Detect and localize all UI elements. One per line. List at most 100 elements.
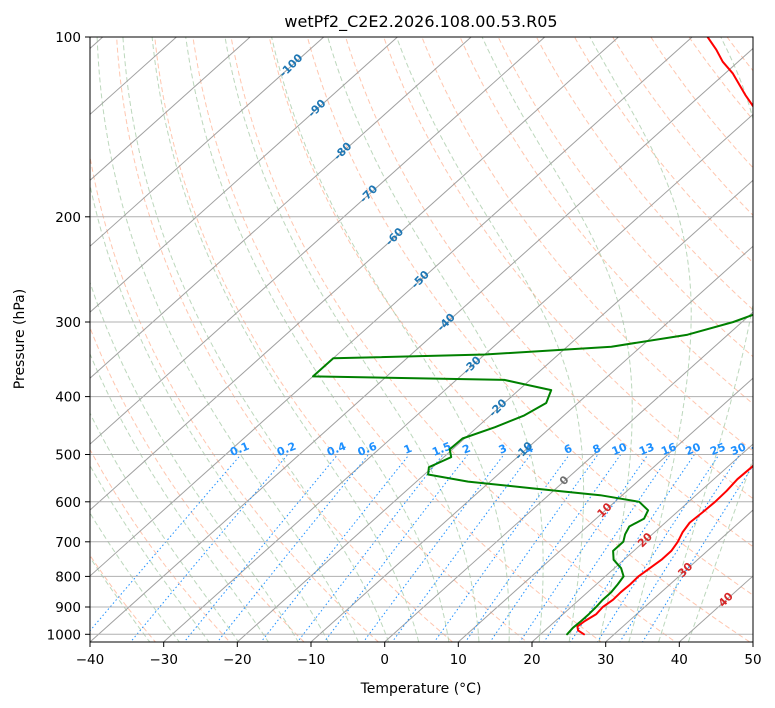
moist-adiabat (151, 37, 420, 642)
mixing-ratio-label: 0.6 (356, 439, 379, 458)
moist-adiabat (90, 464, 210, 642)
dry-adiabat (459, 37, 753, 405)
dry-adiabat (154, 37, 528, 642)
dry-adiabat (90, 326, 305, 642)
moist-adiabat (589, 37, 692, 642)
mixing-ratio-label: 0.4 (325, 439, 348, 458)
mixing-ratio-line (323, 454, 469, 642)
x-axis-title: Temperature (°C) (360, 681, 482, 697)
isotherm-line (90, 37, 399, 313)
dry-adiabat (90, 154, 380, 642)
y-axis-title: Pressure (hPa) (12, 289, 28, 389)
dry-adiabat (573, 37, 753, 264)
mixing-ratio-label: 13 (637, 440, 656, 458)
mixing-ratio-label: 3 (497, 442, 509, 457)
mixing-ratio-line (596, 454, 720, 642)
mixing-ratio-label: 30 (729, 440, 748, 458)
mixing-ratio-label: 36 (749, 440, 768, 458)
mixing-ratio-line (519, 454, 649, 642)
isotherm-line (457, 377, 753, 642)
isotherm-line (90, 37, 251, 182)
mixing-ratio-line (260, 454, 410, 642)
chart-title: wetPf2_C2E2.2026.108.00.53.R05 (284, 12, 557, 32)
y-tick-label: 600 (55, 495, 81, 511)
dry-adiabat (90, 448, 231, 642)
dry-adiabat (230, 37, 677, 642)
mixing-ratio-line (543, 454, 671, 642)
isotherm-line (90, 37, 620, 511)
mixing-ratio-line (129, 454, 289, 642)
mixing-ratio-line (569, 454, 695, 642)
mixing-ratio-label: 25 (708, 440, 727, 458)
x-tick-label: 50 (744, 652, 761, 668)
isotherm-line (678, 575, 753, 642)
mixing-ratio-line (642, 464, 753, 642)
dry-adiabat (535, 37, 753, 311)
isotherm-line (90, 37, 546, 445)
dry-adiabat (421, 37, 753, 452)
x-tick-label: 20 (523, 652, 540, 668)
x-tick-label: 30 (597, 652, 614, 668)
isotherm-line (604, 509, 753, 642)
x-tick-label: −40 (76, 652, 105, 668)
y-tick-label: 200 (55, 210, 81, 226)
isotherm-line (531, 443, 753, 642)
isotherm-line (90, 37, 325, 247)
isotherm-line (383, 311, 753, 642)
x-axis: −40 −30 −20 −10 0 10 20 30 40 50 (76, 642, 762, 668)
dry-adiabat (650, 37, 753, 169)
mixing-ratio-line (433, 454, 570, 642)
dry-adiabat (0, 24, 12, 650)
moist-adiabat (396, 37, 585, 642)
mixing-ratio-line (216, 454, 369, 642)
x-tick-label: 10 (450, 652, 467, 668)
mixing-ratio-line (90, 454, 242, 632)
moist-adiabat (185, 37, 450, 642)
isotherm-label: -100 (277, 51, 306, 80)
temperature-profile-line (576, 37, 753, 636)
mixing-ratio-label: 0.2 (275, 440, 298, 459)
y-tick-label: 500 (55, 448, 81, 464)
moist-adiabat (327, 37, 544, 642)
dry-adiabat (755, 24, 775, 650)
isotherm-line (90, 37, 693, 577)
mixing-ratio-label: 16 (659, 440, 678, 458)
isotherm-line (90, 37, 178, 116)
dry-adiabat (345, 37, 753, 548)
mixing-ratio-line (489, 454, 622, 642)
isotherm-line (310, 245, 753, 642)
mixing-ratio-label: 8 (591, 442, 603, 457)
x-tick-label: 40 (671, 652, 688, 668)
mixing-ratio-label: 2 (461, 442, 473, 457)
isotherm-line (162, 113, 753, 642)
mixing-ratio-label: 20 (684, 440, 703, 458)
moist-adiabat (96, 37, 359, 642)
x-tick-label: −30 (149, 652, 178, 668)
y-tick-label: 400 (55, 390, 81, 406)
y-tick-label: 900 (55, 600, 81, 616)
dry-adiabat (688, 37, 753, 121)
isotherm-line (90, 37, 472, 379)
dry-adiabat (383, 37, 753, 500)
moist-adiabat (122, 37, 390, 642)
y-tick-label: 300 (55, 315, 81, 331)
mixing-ratio-label: 0.1 (228, 440, 251, 459)
y-tick-label: 700 (55, 535, 81, 551)
y-tick-label: 800 (55, 569, 81, 585)
dry-adiabat (497, 37, 753, 358)
isotherm-line (236, 179, 753, 642)
x-tick-label: 0 (380, 652, 389, 668)
mixing-ratio-line (296, 454, 444, 642)
mixing-ratio-label: 1 (402, 442, 414, 457)
moist-adiabat (224, 37, 480, 642)
y-axis: 100 200 300 400 500 600 700 800 900 1000 (47, 30, 90, 643)
moist-adiabat (271, 37, 510, 642)
mixing-ratio-line (619, 454, 741, 642)
x-tick-label: −20 (223, 652, 252, 668)
moist-adiabat (687, 457, 753, 642)
dry-adiabat (192, 37, 603, 642)
x-tick-label: −10 (297, 652, 326, 668)
dry-adiabat (116, 37, 454, 642)
plot-frame (89, 36, 754, 643)
